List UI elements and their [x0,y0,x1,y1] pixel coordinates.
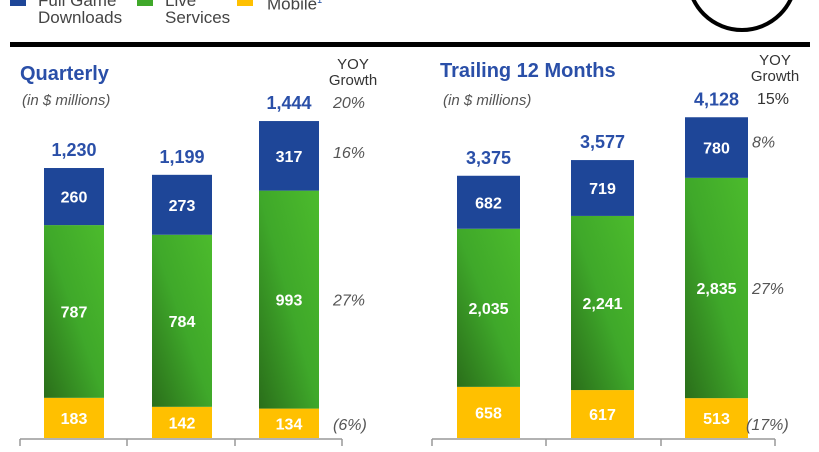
legend-item-live-services: Live Services [137,0,230,26]
bar-total-label: 3,375 [466,148,511,168]
legend-item-full-game-downloads: Full Game Downloads [10,0,122,26]
legend-item-mobile: Mobile1 [237,0,322,13]
ttm-yoy-header: YOY Growth [740,53,810,85]
bar-value-label: 183 [61,411,88,428]
bar-value-label: 2,241 [582,296,622,313]
bar-segment-full-game [685,117,748,178]
legend-swatch-mobile [237,0,253,6]
bar-segment-full-game [457,175,520,229]
bar-value-label: 134 [276,416,303,433]
bar-total-label: 4,128 [694,89,739,109]
yoy-growth-full-game: 8% [752,135,775,152]
bar-value-label: 273 [169,198,196,215]
bar-total-label: 3,577 [580,132,625,152]
bar-segment-mobile [571,390,634,438]
bar-value-label: 780 [703,141,730,158]
bar-segment-full-game [571,160,634,216]
bar-value-label: 2,035 [468,301,508,318]
legend-label-line2: Services [165,8,231,27]
bar-segment-full-game [152,174,212,235]
legend-label-mobile: Mobile1 [267,0,322,13]
yoy-growth-live-services: 27% [751,281,784,298]
ttm-title: Trailing 12 Months [440,60,616,82]
yoy-growth-full-game: 16% [333,145,365,162]
legend-label-line1: Full Game [38,0,117,10]
bar-value-label: 719 [589,181,616,198]
bar-segment-mobile [457,386,520,438]
bar-value-label: 142 [169,415,196,432]
bar-segment-live-services [685,177,748,399]
header-divider [10,42,810,47]
bar-value-label: 784 [169,314,196,331]
bar-total-label: 1,444 [266,93,311,113]
quarterly-yoy-header: YOY Growth [318,57,388,89]
bar-segment-live-services [259,190,319,409]
bar-value-label: 993 [276,293,303,310]
bar-value-label: 787 [61,304,88,321]
bar-segment-full-game [44,168,104,226]
bar-value-label: 260 [61,190,88,207]
legend-swatch-live-services [137,0,153,6]
bar-value-label: 2,835 [696,281,736,298]
ttm-subtitle: (in $ millions) [443,92,532,109]
bar-segment-mobile [259,408,319,438]
bar-value-label: 317 [276,149,303,166]
quarterly-title: Quarterly [20,63,109,85]
bar-value-label: 513 [703,411,730,428]
yoy-growth-mobile: (17%) [746,417,789,434]
footnote-marker: 1 [317,0,323,5]
legend-label-line1: Live [165,0,197,10]
bar-segment-live-services [44,225,104,398]
bar-segment-mobile [685,398,748,438]
bar-segment-live-services [571,215,634,391]
legend-label-line1: Mobile [267,0,318,14]
yoy-growth-live-services: 27% [332,293,365,310]
yoy-header-line2: Growth [750,68,800,85]
bar-segment-mobile [44,397,104,438]
legend-label-live-services: Live Services [165,0,230,26]
yoy-header-line1: YOY [337,56,369,73]
yoy-header-line1: YOY [759,52,791,69]
bar-segment-mobile [152,406,212,438]
quarterly-subtitle: (in $ millions) [22,92,111,109]
yoy-growth-total: 15% [757,91,789,108]
yoy-growth-total: 20% [332,95,365,112]
bar-segment-live-services [152,234,212,407]
bar-segment-full-game [259,121,319,191]
legend-label-full-game: Full Game Downloads [38,0,122,26]
yoy-header-line2: Growth [328,72,378,89]
bar-total-label: 1,199 [159,147,204,167]
legend-swatch-full-game [10,0,26,6]
bar-value-label: 617 [589,407,616,424]
yoy-growth-mobile: (6%) [333,417,367,434]
bar-total-label: 1,230 [51,140,96,160]
bar-value-label: 682 [475,195,502,212]
bar-segment-live-services [457,228,520,387]
legend-label-line2: Downloads [38,8,123,27]
bar-value-label: 658 [475,405,502,422]
